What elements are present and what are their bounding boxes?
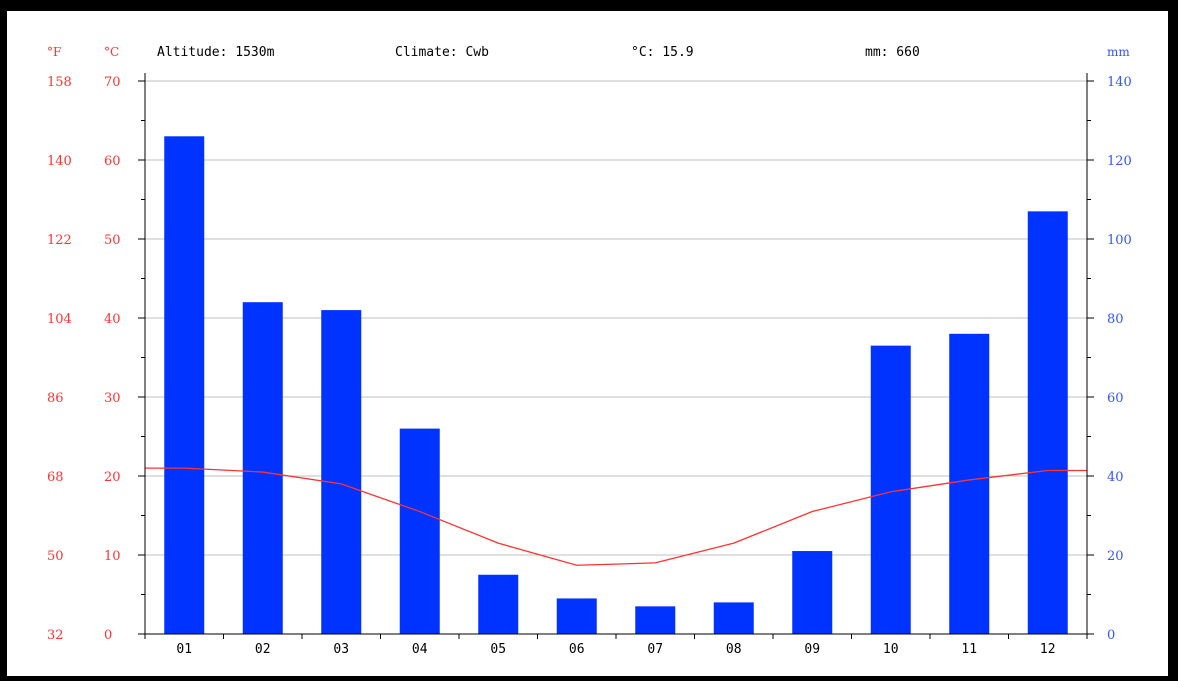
- climate-chart-svg: Altitude: 1530m Climate: Cwb °C: 15.9 mm…: [47, 45, 1132, 657]
- precip-bar-01: [164, 136, 205, 635]
- precip-tick-label: 0: [1107, 628, 1115, 643]
- fahrenheit-tick-label: 86: [47, 391, 64, 406]
- precip-tick-label: 100: [1107, 233, 1132, 248]
- precip-tick-label: 60: [1107, 391, 1124, 406]
- precip-tick-label: 140: [1107, 75, 1132, 90]
- mean-temp-label: °C: 15.9: [631, 45, 694, 60]
- precipitation-bars: [164, 136, 1068, 635]
- fahrenheit-tick-label: 140: [47, 154, 72, 169]
- precip-bar-03: [321, 310, 362, 634]
- month-label-01: 01: [176, 642, 192, 657]
- precip-tick-label: 120: [1107, 154, 1132, 169]
- grid-lines: [145, 80, 1087, 556]
- temperature-line-group: [145, 467, 1087, 566]
- celsius-tick-label: 70: [104, 75, 121, 90]
- celsius-tick-label: 30: [104, 391, 121, 406]
- precip-tick-label: 80: [1107, 312, 1124, 327]
- month-label-09: 09: [804, 642, 820, 657]
- precip-bar-05: [478, 574, 519, 634]
- fahrenheit-tick-label: 122: [47, 233, 72, 248]
- celsius-tick-label: 50: [104, 233, 121, 248]
- fahrenheit-tick-label: 104: [47, 312, 72, 327]
- precip-tick-label: 40: [1107, 470, 1124, 485]
- month-label-11: 11: [961, 642, 977, 657]
- fahrenheit-tick-label: 50: [47, 549, 64, 564]
- month-label-06: 06: [569, 642, 585, 657]
- axes: [138, 73, 1094, 639]
- month-label-08: 08: [726, 642, 742, 657]
- temperature-line: [145, 467, 1087, 566]
- climate-label: Climate: Cwb: [395, 45, 489, 60]
- fahrenheit-tick-label: 32: [47, 628, 64, 643]
- precip-unit-label: mm: [1107, 45, 1130, 59]
- fahrenheit-tick-label: 68: [47, 470, 64, 485]
- month-label-04: 04: [412, 642, 428, 657]
- precip-bar-11: [949, 333, 990, 634]
- precip-bar-12: [1027, 211, 1068, 634]
- month-label-05: 05: [490, 642, 506, 657]
- fahrenheit-tick-label: 158: [47, 75, 72, 90]
- month-label-02: 02: [255, 642, 271, 657]
- precip-bar-02: [242, 302, 283, 634]
- precip-bar-08: [713, 602, 754, 634]
- altitude-label: Altitude: 1530m: [157, 45, 275, 60]
- celsius-tick-label: 10: [104, 549, 121, 564]
- month-label-12: 12: [1040, 642, 1056, 657]
- precip-bar-07: [635, 606, 676, 634]
- celsius-unit-label: °C: [104, 45, 119, 59]
- month-label-07: 07: [647, 642, 663, 657]
- fahrenheit-unit-label: °F: [47, 45, 61, 59]
- climate-chart: Altitude: 1530m Climate: Cwb °C: 15.9 mm…: [7, 11, 1168, 676]
- precip-bar-06: [556, 598, 597, 634]
- month-label-03: 03: [333, 642, 349, 657]
- celsius-tick-label: 20: [104, 470, 121, 485]
- month-label-10: 10: [883, 642, 899, 657]
- celsius-tick-label: 0: [104, 628, 112, 643]
- precip-tick-label: 20: [1107, 549, 1124, 564]
- celsius-tick-label: 60: [104, 154, 121, 169]
- celsius-tick-label: 40: [104, 312, 121, 327]
- precip-total-label: mm: 660: [865, 45, 920, 60]
- precip-bar-04: [399, 428, 440, 634]
- precip-bar-09: [792, 551, 833, 634]
